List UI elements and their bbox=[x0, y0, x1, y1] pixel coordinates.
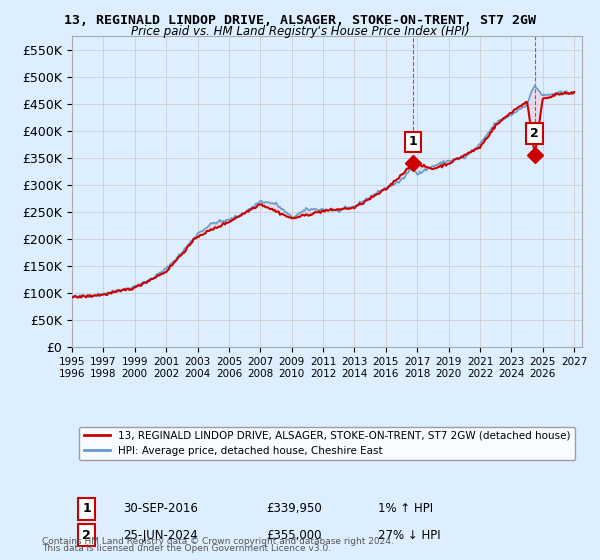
Text: 1% ↑ HPI: 1% ↑ HPI bbox=[378, 502, 433, 515]
Text: 1: 1 bbox=[409, 136, 418, 148]
Text: Price paid vs. HM Land Registry's House Price Index (HPI): Price paid vs. HM Land Registry's House … bbox=[131, 25, 469, 38]
Text: Contains HM Land Registry data © Crown copyright and database right 2024.: Contains HM Land Registry data © Crown c… bbox=[42, 537, 394, 546]
Legend: 13, REGINALD LINDOP DRIVE, ALSAGER, STOKE-ON-TRENT, ST7 2GW (detached house), HP: 13, REGINALD LINDOP DRIVE, ALSAGER, STOK… bbox=[79, 427, 575, 460]
Text: 13, REGINALD LINDOP DRIVE, ALSAGER, STOKE-ON-TRENT, ST7 2GW: 13, REGINALD LINDOP DRIVE, ALSAGER, STOK… bbox=[64, 14, 536, 27]
Text: 27% ↓ HPI: 27% ↓ HPI bbox=[378, 529, 440, 542]
Text: 25-JUN-2024: 25-JUN-2024 bbox=[123, 529, 198, 542]
Text: 30-SEP-2016: 30-SEP-2016 bbox=[123, 502, 198, 515]
Text: £355,000: £355,000 bbox=[266, 529, 322, 542]
Text: 1: 1 bbox=[82, 502, 91, 515]
Text: 2: 2 bbox=[82, 529, 91, 542]
Text: £339,950: £339,950 bbox=[266, 502, 322, 515]
Text: 2: 2 bbox=[530, 127, 539, 140]
Text: This data is licensed under the Open Government Licence v3.0.: This data is licensed under the Open Gov… bbox=[42, 544, 331, 553]
